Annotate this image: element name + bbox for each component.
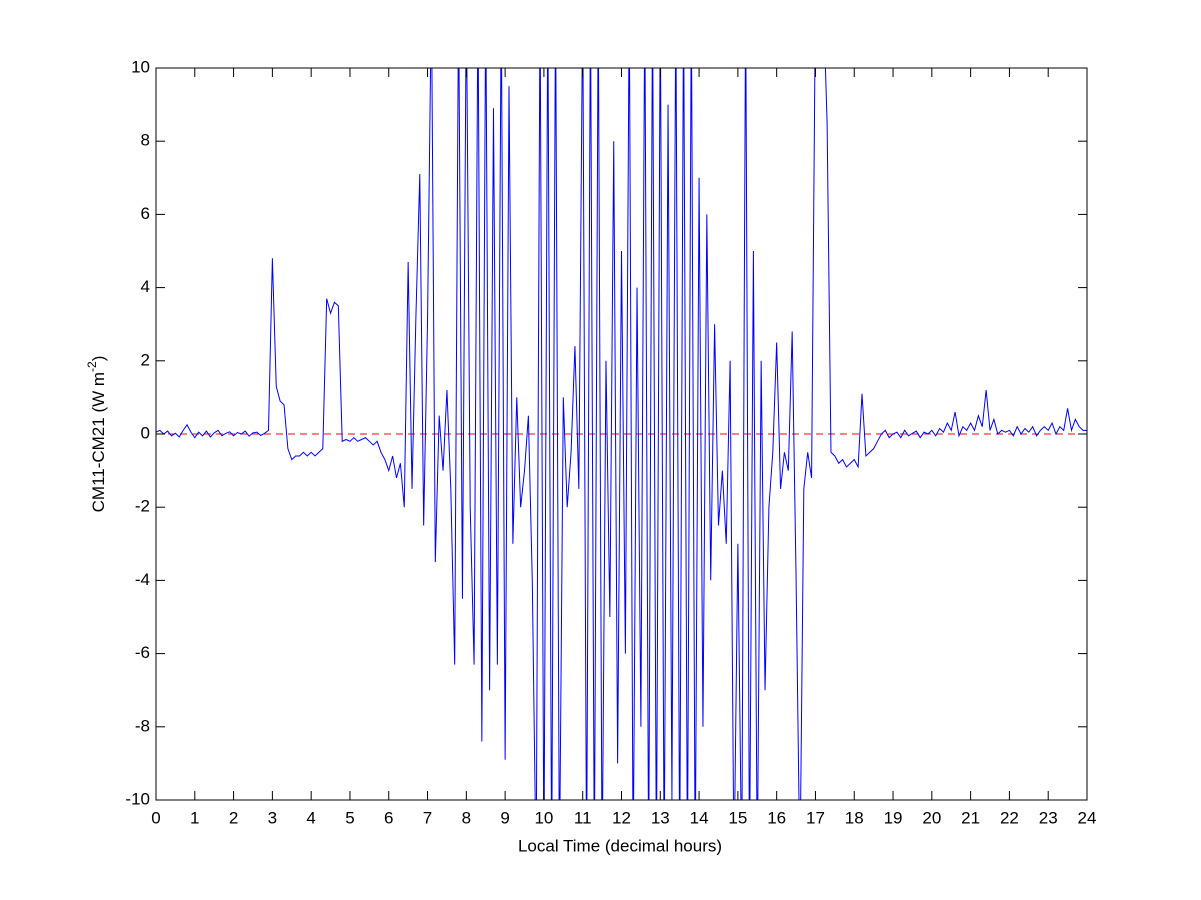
y-tick-label: -6 [135,643,150,662]
x-tick-label: 11 [574,808,592,827]
x-axis-label: Local Time (decimal hours) [518,836,722,855]
x-tick-label: 23 [1039,808,1058,827]
x-tick-label: 19 [884,808,903,827]
y-tick-label: -10 [125,789,150,808]
y-tick-label: 4 [141,277,150,296]
x-tick-label: 5 [345,808,354,827]
data-line [156,68,1087,800]
y-axis-label-text: CM11-CM21 (W m [89,372,108,512]
x-tick-label: 24 [1078,808,1097,827]
x-tick-label: 1 [190,808,199,827]
x-tick-label: 21 [961,808,980,827]
x-tick-label: 20 [922,808,941,827]
y-tick-label: 8 [141,131,150,150]
y-tick-label: 10 [131,57,150,76]
x-tick-label: 6 [384,808,393,827]
x-tick-label: 18 [845,808,864,827]
y-axis-label-sup: -2 [85,361,99,372]
x-tick-label: 10 [534,808,553,827]
x-tick-label: 16 [767,808,786,827]
y-axis-label: CM11-CM21 (W m-2) [85,356,108,513]
y-tick-label: -8 [135,716,150,735]
x-tick-label: 3 [268,808,277,827]
y-tick-label: 0 [141,423,150,442]
x-tick-label: 8 [462,808,471,827]
x-tick-label: 2 [229,808,238,827]
x-tick-label: 15 [728,808,747,827]
x-tick-label: 7 [423,808,432,827]
x-tick-label: 0 [151,808,160,827]
x-tick-label: 22 [1000,808,1019,827]
y-tick-label: 6 [141,204,150,223]
x-tick-label: 13 [651,808,670,827]
x-tick-label: 17 [806,808,825,827]
y-axis-label-tail: ) [89,356,108,362]
y-tick-label: -2 [135,497,150,516]
y-tick-label: 2 [141,350,150,369]
x-tick-label: 14 [690,808,709,827]
y-tick-label: -4 [135,570,150,589]
x-tick-label: 4 [306,808,315,827]
x-tick-label: 9 [500,808,509,827]
x-tick-label: 12 [612,808,631,827]
